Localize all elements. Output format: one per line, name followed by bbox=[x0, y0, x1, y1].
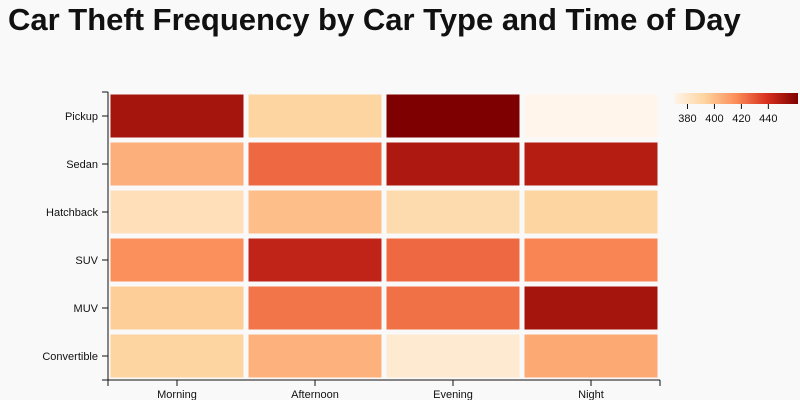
heatmap-cell-muv-afternoon bbox=[248, 286, 382, 330]
colorbar-tick-label: 420 bbox=[732, 113, 750, 125]
chart-title: Car Theft Frequency by Car Type and Time… bbox=[8, 2, 741, 37]
heatmap-cell-hatchback-afternoon bbox=[248, 190, 382, 234]
y-tick-label: Sedan bbox=[66, 159, 98, 171]
heatmap-cell-muv-night bbox=[524, 286, 658, 330]
heatmap-cell-sedan-night bbox=[524, 142, 658, 186]
heatmap-cell-pickup-night bbox=[524, 94, 658, 138]
heatmap-cells bbox=[110, 94, 658, 378]
heatmap-cell-suv-afternoon bbox=[248, 238, 382, 282]
heatmap-cell-convertible-morning bbox=[110, 334, 244, 378]
colorbar: 380 400 420 440 bbox=[674, 93, 798, 125]
y-tick-label: SUV bbox=[75, 255, 98, 267]
y-tick-label: Hatchback bbox=[46, 207, 98, 219]
heatmap-cell-sedan-morning bbox=[110, 142, 244, 186]
x-tick-label: Morning bbox=[157, 389, 197, 400]
heatmap-cell-convertible-afternoon bbox=[248, 334, 382, 378]
y-tick-label: Pickup bbox=[65, 111, 98, 123]
heatmap-cell-sedan-evening bbox=[386, 142, 520, 186]
heatmap-cell-suv-morning bbox=[110, 238, 244, 282]
colorbar-tick-label: 440 bbox=[759, 113, 777, 125]
colorbar-tick-label: 380 bbox=[678, 113, 696, 125]
heatmap-cell-pickup-afternoon bbox=[248, 94, 382, 138]
x-tick-label: Night bbox=[578, 389, 604, 400]
heatmap-cell-pickup-morning bbox=[110, 94, 244, 138]
axes: Pickup Sedan Hatchback SUV MUV Convertible Mor… bbox=[42, 91, 661, 400]
colorbar-tick-label: 400 bbox=[705, 113, 723, 125]
heatmap-cell-hatchback-morning bbox=[110, 190, 244, 234]
heatmap-cell-muv-morning bbox=[110, 286, 244, 330]
colorbar-gradient bbox=[674, 93, 798, 104]
heatmap-cell-pickup-evening bbox=[386, 94, 520, 138]
x-tick-label: Afternoon bbox=[291, 389, 339, 400]
heatmap-cell-convertible-night bbox=[524, 334, 658, 378]
y-tick-label: Convertible bbox=[42, 351, 98, 363]
y-tick-label: MUV bbox=[74, 303, 99, 315]
heatmap-cell-convertible-evening bbox=[386, 334, 520, 378]
heatmap-cell-suv-evening bbox=[386, 238, 520, 282]
heatmap-cell-suv-night bbox=[524, 238, 658, 282]
heatmap-cell-muv-evening bbox=[386, 286, 520, 330]
heatmap-cell-hatchback-evening bbox=[386, 190, 520, 234]
heatmap-cell-hatchback-night bbox=[524, 190, 658, 234]
x-tick-label: Evening bbox=[433, 389, 473, 400]
heatmap-cell-sedan-afternoon bbox=[248, 142, 382, 186]
